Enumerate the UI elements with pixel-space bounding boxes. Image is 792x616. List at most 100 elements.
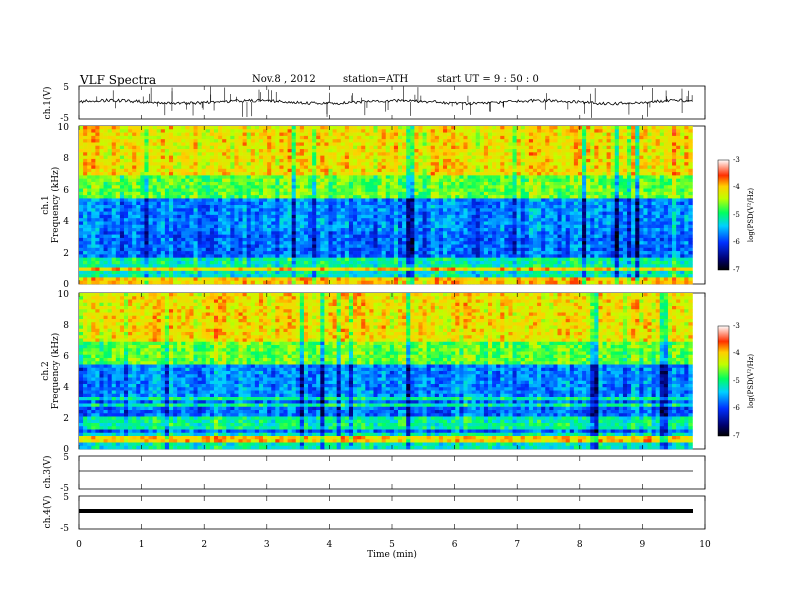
spectrogram-cell — [627, 152, 631, 156]
spectrogram-cell — [369, 212, 373, 216]
spectrogram-cell — [611, 156, 615, 160]
spectrogram-cell — [684, 156, 688, 160]
spectrogram-cell — [390, 159, 394, 163]
spectrogram-cell — [349, 126, 353, 130]
spectrogram-cell — [312, 198, 316, 202]
spectrogram-cell — [300, 126, 304, 130]
spectrogram-cell — [136, 195, 140, 199]
spectrogram-cell — [320, 146, 324, 150]
spectrogram-cell — [104, 172, 108, 176]
spectrogram-cell — [664, 189, 668, 193]
spectrogram-cell — [247, 185, 251, 189]
spectrogram-cell — [684, 159, 688, 163]
spectrogram-cell — [378, 136, 382, 140]
spectrogram-cell — [128, 169, 132, 173]
spectrogram-cell — [443, 142, 447, 146]
spectrogram-cell — [165, 208, 169, 212]
spectrogram-cell — [214, 189, 218, 193]
spectrogram-cell — [91, 198, 95, 202]
spectrogram-cell — [533, 175, 537, 179]
spectrogram-cell — [611, 152, 615, 156]
spectrogram-cell — [79, 198, 83, 202]
spectrogram-cell — [95, 149, 99, 153]
spectrogram-cell — [394, 198, 398, 202]
spectrogram-cell — [337, 215, 341, 219]
spectrogram-cell — [144, 156, 148, 160]
spectrogram-cell — [136, 198, 140, 202]
spectrogram-cell — [239, 172, 243, 176]
spectrogram-cell — [259, 189, 263, 193]
spectrogram-cell — [189, 185, 193, 189]
spectrogram-cell — [341, 185, 345, 189]
spectrogram-cell — [91, 159, 95, 163]
spectrogram-cell — [611, 139, 615, 143]
spectrogram-cell — [271, 133, 275, 137]
spectrogram-cell — [333, 152, 337, 156]
spectrogram-cell — [508, 218, 512, 222]
spectrogram-cell — [390, 195, 394, 199]
spectrogram-cell — [177, 146, 181, 150]
spectrogram-cell — [239, 198, 243, 202]
spectrogram-cell — [603, 182, 607, 186]
spectrogram-cell — [439, 221, 443, 225]
spectrogram-cell — [234, 146, 238, 150]
spectrogram-cell — [149, 149, 153, 153]
spectrogram-cell — [173, 175, 177, 179]
spectrogram-cell — [255, 221, 259, 225]
spectrogram-cell — [414, 156, 418, 160]
spectrogram-cell — [574, 195, 578, 199]
spectrogram-cell — [283, 139, 287, 143]
spectrogram-cell — [508, 152, 512, 156]
spectrogram-cell — [161, 215, 165, 219]
spectrogram-cell — [202, 159, 206, 163]
spectrogram-cell — [652, 212, 656, 216]
spectrogram-cell — [149, 225, 153, 229]
spectrogram-cell — [529, 189, 533, 193]
spectrogram-cell — [496, 159, 500, 163]
spectrogram-cell — [676, 156, 680, 160]
spectrogram-cell — [476, 129, 480, 133]
spectrogram-cell — [222, 202, 226, 206]
spectrogram-cell — [161, 221, 165, 225]
spectrogram-cell — [496, 212, 500, 216]
spectrogram-cell — [226, 208, 230, 212]
spectrogram-cell — [124, 228, 128, 232]
spectrogram-cell — [218, 208, 222, 212]
spectrogram-cell — [488, 212, 492, 216]
spectrogram-cell — [255, 162, 259, 166]
spectrogram-cell — [484, 185, 488, 189]
spectrogram-cell — [378, 189, 382, 193]
spectrogram-cell — [140, 172, 144, 176]
spectrogram-cell — [149, 129, 153, 133]
spectrogram-cell — [361, 208, 365, 212]
spectrogram-cell — [635, 202, 639, 206]
spectrogram-cell — [136, 208, 140, 212]
spectrogram-cell — [222, 159, 226, 163]
spectrogram-cell — [627, 192, 631, 196]
spectrogram-cell — [345, 192, 349, 196]
spectrogram-cell — [149, 192, 153, 196]
spectrogram-cell — [255, 146, 259, 150]
spectrogram-cell — [549, 205, 553, 209]
spectrogram-cell — [656, 202, 660, 206]
spectrogram-cell — [553, 208, 557, 212]
spectrogram-cell — [594, 139, 598, 143]
spectrogram-cell — [99, 185, 103, 189]
spectrogram-cell — [382, 212, 386, 216]
spectrogram-cell — [263, 205, 267, 209]
spectrogram-cell — [87, 218, 91, 222]
spectrogram-cell — [157, 215, 161, 219]
spectrogram-cell — [234, 225, 238, 229]
spectrogram-cell — [688, 185, 692, 189]
spectrogram-cell — [451, 166, 455, 170]
spectrogram-cell — [239, 175, 243, 179]
spectrogram-cell — [308, 133, 312, 137]
spectrogram-cell — [304, 156, 308, 160]
spectrogram-cell — [378, 198, 382, 202]
spectrogram-cell — [79, 231, 83, 235]
spectrogram-cell — [333, 215, 337, 219]
spectrogram-cell — [468, 162, 472, 166]
spectrogram-cell — [320, 166, 324, 170]
spectrogram-cell — [328, 152, 332, 156]
spectrogram-cell — [324, 149, 328, 153]
